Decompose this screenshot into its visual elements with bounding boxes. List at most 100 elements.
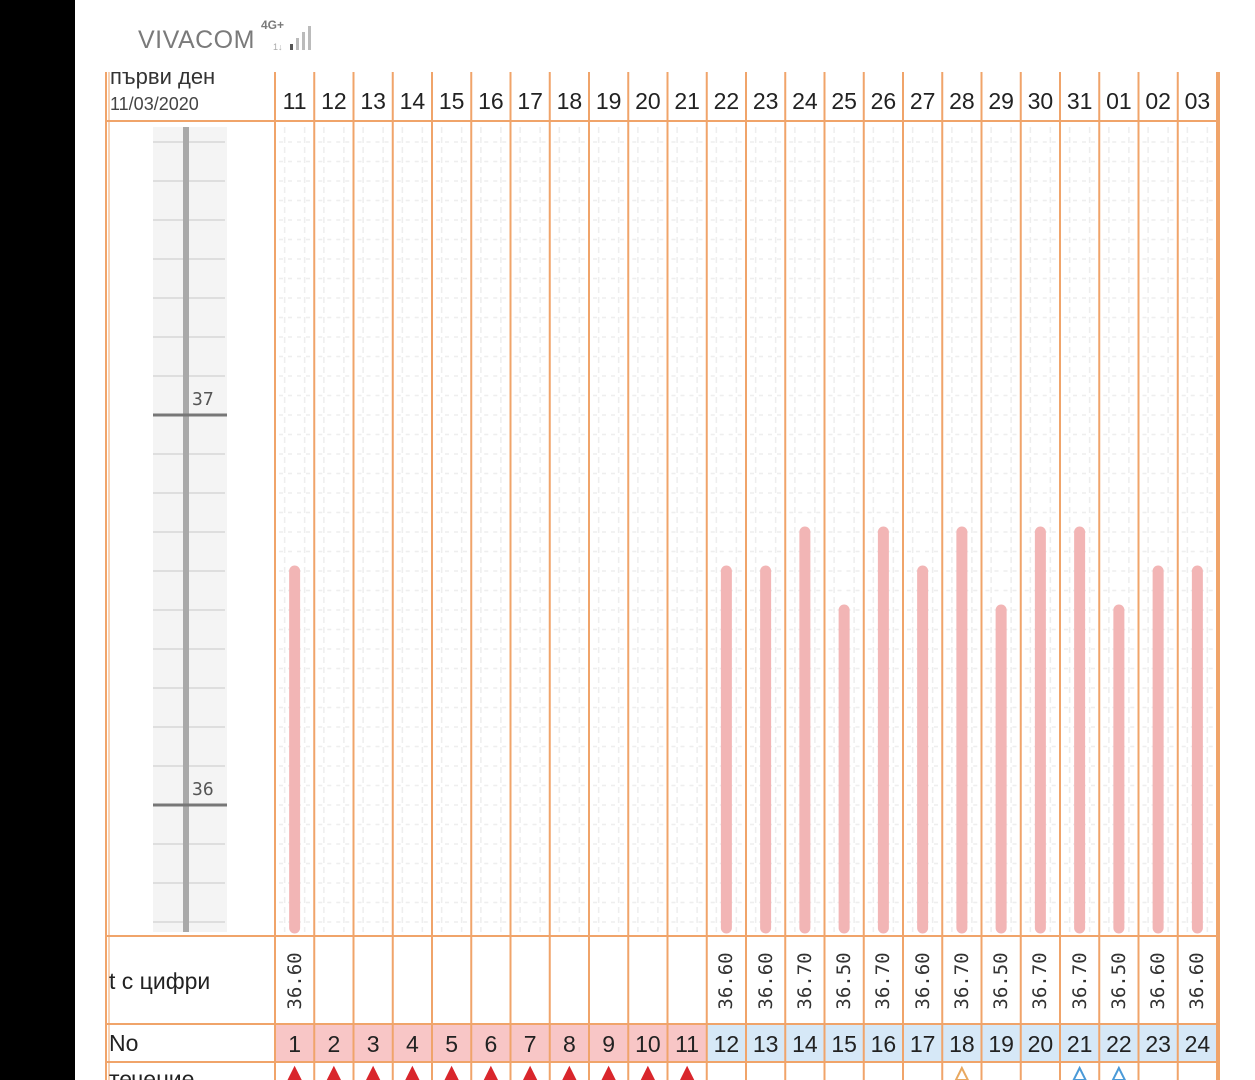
cycle-day-number: 17	[909, 1031, 936, 1057]
cycle-day-number: 20	[1027, 1031, 1054, 1057]
number-cell-bg	[1060, 1024, 1100, 1062]
cycle-day-number: 13	[752, 1031, 779, 1057]
cycle-day-number: 7	[523, 1031, 537, 1057]
number-cell-bg	[628, 1024, 668, 1062]
cycle-day-number: 22	[1106, 1031, 1132, 1057]
temperature-value: 36.60	[911, 952, 934, 1010]
cycle-day-number: 18	[949, 1031, 975, 1057]
day-label: 26	[870, 88, 897, 114]
number-cell-bg	[314, 1024, 354, 1062]
temperature-value: 36.60	[283, 952, 306, 1010]
day-label: 25	[831, 88, 857, 114]
flow-label: течение	[109, 1066, 195, 1080]
number-cell-bg	[275, 1024, 315, 1062]
cycle-day-number: 16	[870, 1031, 897, 1057]
egg-white-drop-icon	[1072, 1065, 1087, 1080]
number-cell-bg	[706, 1024, 746, 1062]
day-label: 12	[321, 88, 347, 114]
temperature-value: 36.70	[1029, 952, 1052, 1010]
cycle-day-number: 23	[1145, 1031, 1171, 1057]
temperature-value: 36.60	[1186, 952, 1209, 1010]
day-label: 13	[360, 88, 386, 114]
cycle-day-number: 15	[831, 1031, 857, 1057]
cycle-day-number: 12	[713, 1031, 740, 1057]
day-label: 01	[1106, 88, 1132, 114]
carrier-name: VIVACOM	[138, 26, 255, 54]
day-label: 20	[635, 88, 661, 114]
blood-drop-icon	[287, 1065, 302, 1080]
number-cell-bg	[432, 1024, 472, 1062]
cycle-day-number: 21	[1066, 1031, 1093, 1057]
blood-drop-icon	[640, 1065, 655, 1080]
day-label: 14	[399, 88, 426, 114]
blood-drop-icon	[483, 1065, 498, 1080]
number-cell-bg	[353, 1024, 393, 1062]
signal-bars-icon: 1↓	[273, 26, 311, 52]
blood-drop-icon	[562, 1065, 577, 1080]
cycle-day-number: 14	[792, 1031, 818, 1057]
cycle-day-number: 3	[366, 1031, 380, 1057]
temperature-value: 36.60	[715, 952, 738, 1010]
cycle-number-label: No	[109, 1030, 139, 1056]
day-label: 30	[1027, 88, 1054, 114]
watery-drop-icon	[954, 1065, 969, 1080]
day-label: 23	[752, 88, 779, 114]
svg-text:1↓: 1↓	[273, 42, 283, 52]
number-cell-bg	[942, 1024, 982, 1062]
number-cell-bg	[824, 1024, 864, 1062]
number-cell-bg	[589, 1024, 629, 1062]
number-cell-bg	[863, 1024, 903, 1062]
day-label: 17	[517, 88, 543, 114]
blood-drop-icon	[444, 1065, 459, 1080]
day-label: 22	[713, 88, 740, 114]
cycle-day-number: 4	[405, 1031, 419, 1057]
number-cell-bg	[510, 1024, 550, 1062]
number-cell-bg	[1099, 1024, 1139, 1062]
cycle-day-number: 6	[484, 1031, 498, 1057]
number-cell-bg	[903, 1024, 943, 1062]
blood-drop-icon	[326, 1065, 341, 1080]
day-label: 31	[1066, 88, 1093, 114]
day-label: 27	[909, 88, 936, 114]
number-cell-bg	[471, 1024, 511, 1062]
day-label: 24	[792, 88, 818, 114]
number-cell-bg	[746, 1024, 786, 1062]
day-label: 15	[438, 88, 465, 114]
number-cell-bg	[785, 1024, 825, 1062]
temperature-value: 36.70	[872, 952, 895, 1010]
scale-label: 37	[192, 389, 214, 410]
temperature-value: 36.50	[1107, 952, 1130, 1010]
cycle-day-number: 5	[445, 1031, 459, 1057]
day-label: 03	[1184, 88, 1211, 114]
cycle-day-number: 9	[602, 1031, 616, 1057]
day-label: 02	[1145, 88, 1171, 114]
temperature-value: 36.70	[1068, 952, 1091, 1010]
number-cell-bg	[1020, 1024, 1060, 1062]
blood-drop-icon	[366, 1065, 381, 1080]
cycle-day-number: 1	[288, 1031, 302, 1057]
blood-drop-icon	[405, 1065, 420, 1080]
day-label: 16	[478, 88, 504, 114]
temperature-value: 36.60	[754, 952, 777, 1010]
number-cell-bg	[667, 1024, 707, 1062]
day-label: 21	[674, 88, 700, 114]
status-bar: VIVACOM 4G+ 1↓	[75, 0, 1255, 72]
temperature-value: 36.50	[990, 952, 1013, 1010]
temperature-value: 36.60	[1147, 952, 1170, 1010]
scale-panel	[153, 127, 227, 932]
first-day-date: 11/03/2020	[110, 94, 199, 114]
temperature-value: 36.50	[833, 952, 856, 1010]
scale-label: 36	[192, 779, 214, 800]
temperature-value: 36.70	[950, 952, 973, 1010]
day-label: 28	[949, 88, 975, 114]
number-cell-bg	[392, 1024, 432, 1062]
cycle-day-number: 10	[635, 1031, 661, 1057]
number-cell-bg	[549, 1024, 589, 1062]
cycle-day-number: 2	[327, 1031, 341, 1057]
cycle-day-number: 11	[675, 1031, 700, 1057]
temperature-value: 36.70	[793, 952, 816, 1010]
number-cell-bg	[1138, 1024, 1178, 1062]
day-label: 29	[988, 88, 1014, 114]
bbt-chart	[105, 72, 1220, 1080]
day-label: 18	[556, 88, 583, 114]
